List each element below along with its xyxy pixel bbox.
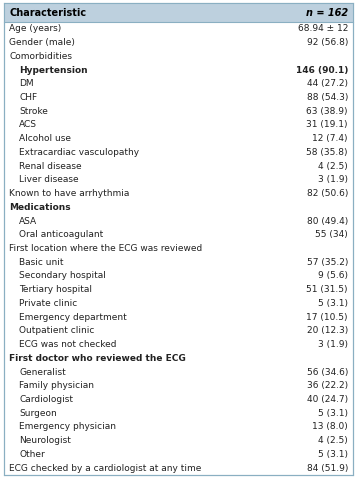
Text: Basic unit: Basic unit — [19, 258, 64, 267]
Text: 9 (5.6): 9 (5.6) — [318, 272, 348, 281]
Text: 4 (2.5): 4 (2.5) — [318, 162, 348, 171]
Text: 31 (19.1): 31 (19.1) — [307, 120, 348, 130]
Text: 5 (3.1): 5 (3.1) — [318, 409, 348, 418]
Text: Family physician: Family physician — [19, 381, 94, 390]
Text: Private clinic: Private clinic — [19, 299, 77, 308]
Text: CHF: CHF — [19, 93, 37, 102]
Text: 5 (3.1): 5 (3.1) — [318, 450, 348, 459]
Text: Gender (male): Gender (male) — [9, 38, 75, 47]
Text: 56 (34.6): 56 (34.6) — [307, 368, 348, 377]
Text: 3 (1.9): 3 (1.9) — [318, 175, 348, 185]
Bar — [4, 3, 353, 22]
Text: 44 (27.2): 44 (27.2) — [307, 79, 348, 88]
Text: Tertiary hospital: Tertiary hospital — [19, 285, 92, 294]
Text: 20 (12.3): 20 (12.3) — [307, 326, 348, 336]
Text: ECG checked by a cardiologist at any time: ECG checked by a cardiologist at any tim… — [9, 464, 201, 473]
Text: Characteristic: Characteristic — [9, 8, 86, 18]
Text: 13 (8.0): 13 (8.0) — [312, 423, 348, 432]
Text: Secondary hospital: Secondary hospital — [19, 272, 106, 281]
Text: Generalist: Generalist — [19, 368, 66, 377]
Text: Surgeon: Surgeon — [19, 409, 57, 418]
Text: 84 (51.9): 84 (51.9) — [307, 464, 348, 473]
Text: 17 (10.5): 17 (10.5) — [307, 313, 348, 322]
Text: Known to have arrhythmia: Known to have arrhythmia — [9, 189, 129, 198]
Text: Stroke: Stroke — [19, 107, 48, 116]
Text: Other: Other — [19, 450, 45, 459]
Text: 57 (35.2): 57 (35.2) — [307, 258, 348, 267]
Text: ACS: ACS — [19, 120, 37, 130]
Text: Hypertension: Hypertension — [19, 65, 87, 75]
Text: First doctor who reviewed the ECG: First doctor who reviewed the ECG — [9, 354, 186, 363]
Text: Age (years): Age (years) — [9, 24, 61, 33]
Text: Renal disease: Renal disease — [19, 162, 82, 171]
Text: 82 (50.6): 82 (50.6) — [307, 189, 348, 198]
Text: n = 162: n = 162 — [306, 8, 348, 18]
Text: 40 (24.7): 40 (24.7) — [307, 395, 348, 404]
Text: Liver disease: Liver disease — [19, 175, 79, 185]
Text: Extracardiac vasculopathy: Extracardiac vasculopathy — [19, 148, 139, 157]
Text: Medications: Medications — [9, 203, 71, 212]
Text: 55 (34): 55 (34) — [315, 230, 348, 239]
Text: 5 (3.1): 5 (3.1) — [318, 299, 348, 308]
Text: 36 (22.2): 36 (22.2) — [307, 381, 348, 390]
Text: Neurologist: Neurologist — [19, 436, 71, 445]
Text: Emergency physician: Emergency physician — [19, 423, 116, 432]
Text: 146 (90.1): 146 (90.1) — [296, 65, 348, 75]
Text: Alcohol use: Alcohol use — [19, 134, 71, 143]
Text: 12 (7.4): 12 (7.4) — [312, 134, 348, 143]
Text: Oral anticoagulant: Oral anticoagulant — [19, 230, 103, 239]
Text: ASA: ASA — [19, 217, 37, 226]
Text: 51 (31.5): 51 (31.5) — [307, 285, 348, 294]
Text: 3 (1.9): 3 (1.9) — [318, 340, 348, 349]
Text: Outpatient clinic: Outpatient clinic — [19, 326, 94, 336]
Text: 92 (56.8): 92 (56.8) — [307, 38, 348, 47]
Text: 4 (2.5): 4 (2.5) — [318, 436, 348, 445]
Text: 63 (38.9): 63 (38.9) — [307, 107, 348, 116]
Text: Emergency department: Emergency department — [19, 313, 127, 322]
Text: Comorbidities: Comorbidities — [9, 52, 72, 61]
Text: Cardiologist: Cardiologist — [19, 395, 73, 404]
Text: 68.94 ± 12: 68.94 ± 12 — [298, 24, 348, 33]
Text: First location where the ECG was reviewed: First location where the ECG was reviewe… — [9, 244, 202, 253]
Text: ECG was not checked: ECG was not checked — [19, 340, 116, 349]
Text: 88 (54.3): 88 (54.3) — [307, 93, 348, 102]
Text: 58 (35.8): 58 (35.8) — [307, 148, 348, 157]
Text: DM: DM — [19, 79, 34, 88]
Text: 80 (49.4): 80 (49.4) — [307, 217, 348, 226]
